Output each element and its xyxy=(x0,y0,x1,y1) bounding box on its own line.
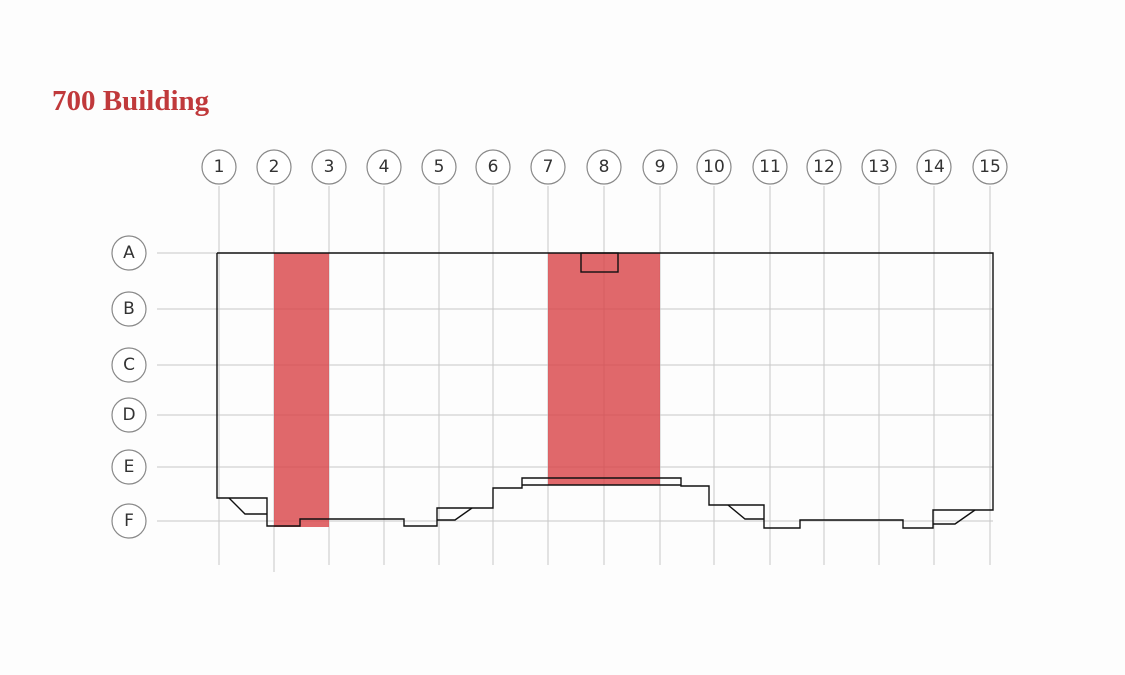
column-bubble xyxy=(861,149,897,185)
column-bubble xyxy=(972,149,1008,185)
column-label: 10 xyxy=(703,157,725,177)
column-label: 3 xyxy=(324,157,335,177)
row-label: D xyxy=(122,405,135,425)
column-label: 12 xyxy=(813,157,835,177)
column-label: 13 xyxy=(868,157,890,177)
outline-detail xyxy=(580,252,619,273)
row-bubble xyxy=(111,235,147,271)
row-bubble xyxy=(111,503,147,539)
outline-detail xyxy=(228,497,267,515)
column-label: 6 xyxy=(488,157,499,177)
column-label: 8 xyxy=(599,157,610,177)
column-bubble xyxy=(806,149,842,185)
column-bubble xyxy=(475,149,511,185)
column-label: 2 xyxy=(269,157,280,177)
column-bubble xyxy=(311,149,347,185)
column-bubble xyxy=(752,149,788,185)
column-bubble xyxy=(201,149,237,185)
column-bubble xyxy=(586,149,622,185)
column-label: 7 xyxy=(543,157,554,177)
column-label: 14 xyxy=(923,157,945,177)
row-label: B xyxy=(123,299,135,319)
row-bubble xyxy=(111,347,147,383)
column-bubble xyxy=(916,149,952,185)
highlight-bay xyxy=(548,253,660,485)
column-label: 1 xyxy=(214,157,225,177)
row-label: A xyxy=(123,243,135,263)
column-bubble xyxy=(530,149,566,185)
column-label: 9 xyxy=(655,157,666,177)
column-label: 11 xyxy=(759,157,781,177)
row-label: E xyxy=(124,457,135,477)
column-label: 4 xyxy=(379,157,390,177)
grid xyxy=(157,186,993,572)
title: 700 Building xyxy=(52,85,210,117)
building-outline xyxy=(216,252,994,529)
column-bubble xyxy=(256,149,292,185)
column-bubble xyxy=(421,149,457,185)
row-label: C xyxy=(123,355,135,375)
column-bubble xyxy=(642,149,678,185)
column-label: 15 xyxy=(979,157,1001,177)
outline-detail xyxy=(933,509,976,525)
column-bubble xyxy=(366,149,402,185)
outline-detail xyxy=(437,507,473,521)
column-label: 5 xyxy=(434,157,445,177)
row-bubble xyxy=(111,449,147,485)
outline-detail xyxy=(727,504,764,520)
row-bubble xyxy=(111,291,147,327)
column-bubble xyxy=(696,149,732,185)
row-bubble xyxy=(111,397,147,433)
highlight-bay xyxy=(274,253,329,527)
row-label: F xyxy=(124,511,134,531)
